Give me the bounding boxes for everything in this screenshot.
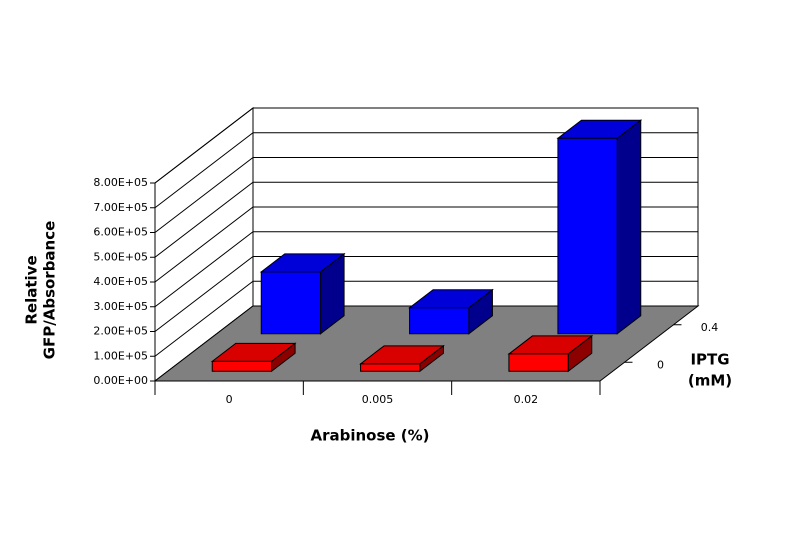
bar-side (616, 119, 642, 335)
y-tick-label: 5.00E+05 (93, 250, 148, 263)
grid-line (154, 181, 698, 258)
grid-line (154, 231, 698, 308)
bar (359, 344, 445, 373)
x-tick-label: 0.02 (514, 393, 539, 406)
bar-front (409, 307, 470, 335)
bar-front (260, 271, 322, 335)
bar (259, 252, 346, 335)
y-axis-title: GFP/Absorbance (41, 221, 59, 360)
grid-line (154, 157, 698, 233)
y-tick-label: 0.00E+00 (93, 374, 148, 387)
y-tick-label: 6.00E+05 (93, 226, 148, 239)
y-tick-label: 4.00E+05 (93, 275, 148, 288)
x-tick-label: 0.005 (362, 393, 394, 406)
bar (507, 334, 594, 373)
bar-front (508, 353, 569, 372)
y-tick-label: 8.00E+05 (93, 176, 148, 189)
x-tick-label: 0 (226, 393, 233, 406)
bar-front (360, 363, 421, 372)
y-tick-label: 2.00E+05 (93, 325, 148, 338)
y-tick-label: 3.00E+05 (93, 300, 148, 313)
bar-front (557, 137, 618, 335)
x-axis-title: Arabinose (%) (310, 427, 429, 445)
grid-line (154, 280, 698, 357)
bar-front (211, 360, 273, 372)
z-tick-label: 0.4 (701, 321, 719, 334)
y-axis-title: Relative (23, 255, 41, 324)
grid-line (154, 206, 698, 283)
z-tick-label: 0 (657, 358, 664, 371)
bar (408, 288, 494, 335)
grid-line (154, 107, 698, 184)
y-tick-label: 1.00E+05 (93, 349, 148, 362)
grid-line (154, 256, 698, 332)
y-tick-label: 7.00E+05 (93, 201, 148, 214)
z-axis-title: (mM) (688, 372, 732, 390)
bar (210, 342, 297, 373)
grid-line (154, 132, 698, 209)
bar (556, 119, 643, 335)
z-axis-title: IPTG (690, 351, 729, 369)
